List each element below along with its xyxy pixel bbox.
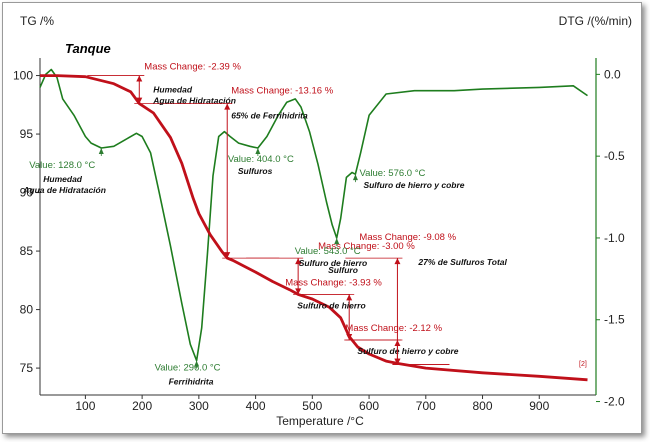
chart-frame [2,2,642,434]
axes: 100 200 300 400 500 600 700 800 900 75 80 85 90 95 100… [13,58,625,413]
y-right-tick-label: -2.0 [604,395,625,409]
x-tick-label: 200 [132,399,152,413]
mass-change-note: Sulfuro de hierro [297,300,365,310]
peak-note: Humedad [43,174,83,184]
curves [39,68,588,382]
y-left-tick-label: 85 [20,244,34,258]
peak-arrow-icon [352,174,358,181]
peak-value-label: Value: 404.0 °C [228,154,294,165]
mass-change-arrow-icon [136,97,143,104]
mass-change-label: Mass Change: -13.16 % [231,86,333,97]
chart-title: Tanque [65,41,111,56]
y-right-tick-label: -1.0 [604,231,625,245]
mass-change-arrow-icon [136,75,143,82]
mass-change-label: Mass Change: -9.08 % [359,232,456,243]
peak-note: Ferrihidrita [169,377,214,387]
x-tick-label: 300 [189,399,209,413]
y-right-tick-label: -0.5 [604,149,625,163]
y-right-tick-label: -1.5 [604,313,625,327]
mass-change-arrow-icon [346,334,353,341]
x-tick-label: 100 [75,399,95,413]
x-tick-label: 400 [246,399,266,413]
peak-arrow-icon [255,147,261,154]
y-left-tick-label: 75 [20,361,34,375]
peak-value-label: Value: 128.0 °C [29,160,95,171]
y-left-tick-label: 100 [13,69,33,83]
mass-change-label: Mass Change: -2.39 % [144,62,241,73]
mass-change-arrow-icon [295,288,302,295]
peak-value-label: Value: 296.0 °C [155,363,221,374]
peak-note: Sulfuros [238,166,273,176]
mass-change-note: Sulfuro de hierro y cobre [357,346,458,356]
mass-change-arrow-icon [224,252,231,259]
peak-note: Sulfuro de hierro y cobre [363,180,464,190]
mass-change-note: Agua de Hidratación [152,96,236,106]
mass-change-arrow-icon [394,358,401,365]
y-left-axis-label: TG /% [20,14,54,28]
x-tick-label: 700 [416,399,436,413]
corner-label: [2] [579,361,587,368]
mass-change-note: Humedad [153,85,193,95]
y-left-tick-label: 95 [20,127,34,141]
y-left-tick-label: 90 [20,186,34,200]
mass-change-note: Sulfuro [328,265,358,275]
mass-change-arrow-icon [295,258,302,265]
x-tick-label: 800 [473,399,493,413]
mass-change-arrow-icon [394,258,401,265]
peak-arrow-icon [194,360,200,367]
y-left-tick-label: 80 [20,303,34,317]
mass-change-arrow-icon [224,103,231,110]
tg-curve [40,74,588,382]
mass-change-label: Mass Change: -2.12 % [345,323,442,334]
mass-change-label: Mass Change: -3.00 % [318,241,415,252]
peak-value-label: Value: 543.0 °C [295,246,361,257]
peak-note: Sulfuro de hierro [299,258,367,268]
y-right-axis-label: DTG /(%/min) [559,14,632,28]
mass-change-note: 65% de Ferrihidrita [231,111,308,121]
x-tick-label: 500 [302,399,322,413]
peak-arrow-icon [334,237,340,244]
peak-arrow-icon [98,147,104,154]
dtg-curve [39,68,588,362]
y-right-tick-label: 0.0 [604,67,621,81]
mass-change-label: Mass Change: -3.93 % [285,277,382,288]
x-axis-label: Temperature /°C [276,414,364,428]
peak-note: Agua de Hidratación [22,185,106,195]
peak-value-label: Value: 576.0 °C [359,168,425,179]
x-tick-label: 600 [359,399,379,413]
mass-change-note: 27% de Sulfuros Total [417,257,507,267]
x-tick-label: 900 [529,399,549,413]
mass-change-arrow-icon [346,294,353,301]
